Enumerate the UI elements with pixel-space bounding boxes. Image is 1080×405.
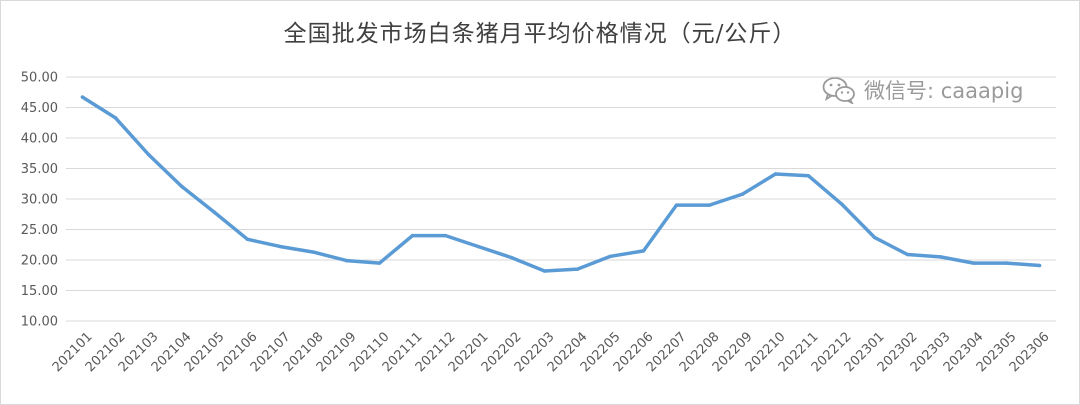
data-point: [443, 233, 448, 238]
y-axis-ticks: 10.00 15.00 20.00 25.00 30.00 35.00 40.00 45.00…: [21, 71, 58, 330]
data-point: [179, 184, 184, 188]
data-point: [839, 202, 844, 206]
data-point: [542, 269, 547, 273]
y-tick-label: 10.00: [21, 315, 58, 330]
chart-title: 全国批发市场白条猪月平均价格情况（元/公斤）: [283, 21, 797, 47]
y-tick-label: 40.00: [21, 132, 58, 147]
watermark: 微信号: caaapig: [822, 74, 1023, 106]
data-point: [938, 255, 943, 259]
y-tick-label: 50.00: [21, 71, 58, 86]
series-line: [80, 95, 1042, 273]
data-point: [212, 210, 217, 215]
data-point: [575, 267, 580, 271]
data-point: [410, 233, 415, 238]
y-tick-label: 15.00: [21, 284, 58, 299]
y-tick-label: 25.00: [21, 223, 58, 238]
data-point: [80, 95, 85, 99]
data-point: [641, 249, 646, 253]
y-tick-label: 30.00: [21, 193, 58, 208]
data-point: [377, 261, 382, 265]
data-point: [872, 235, 877, 240]
data-point: [740, 192, 745, 196]
data-point: [905, 252, 910, 257]
data-point: [806, 174, 811, 178]
data-point: [773, 172, 778, 176]
data-point: [509, 255, 514, 260]
data-point: [311, 250, 316, 254]
y-tick-label: 35.00: [21, 162, 58, 177]
data-point: [1004, 261, 1009, 265]
gridlines: [66, 76, 1056, 322]
data-point: [113, 116, 118, 120]
x-axis-ticks: 2021012021022021032021042021052021062021…: [50, 329, 1053, 375]
data-point: [674, 203, 679, 207]
data-point: [146, 152, 151, 157]
data-point: [245, 237, 250, 242]
data-point: [344, 258, 349, 263]
wechat-icon: [822, 77, 855, 104]
y-tick-label: 20.00: [21, 254, 58, 269]
y-tick-label: 45.00: [21, 101, 58, 116]
data-point: [1037, 263, 1042, 268]
data-point: [971, 261, 976, 265]
data-point: [608, 254, 613, 259]
series-layer: [80, 95, 1042, 273]
data-point: [278, 244, 283, 249]
watermark-text: 微信号: caaapig: [864, 79, 1024, 103]
data-point: [707, 203, 712, 207]
data-point: [476, 244, 481, 249]
